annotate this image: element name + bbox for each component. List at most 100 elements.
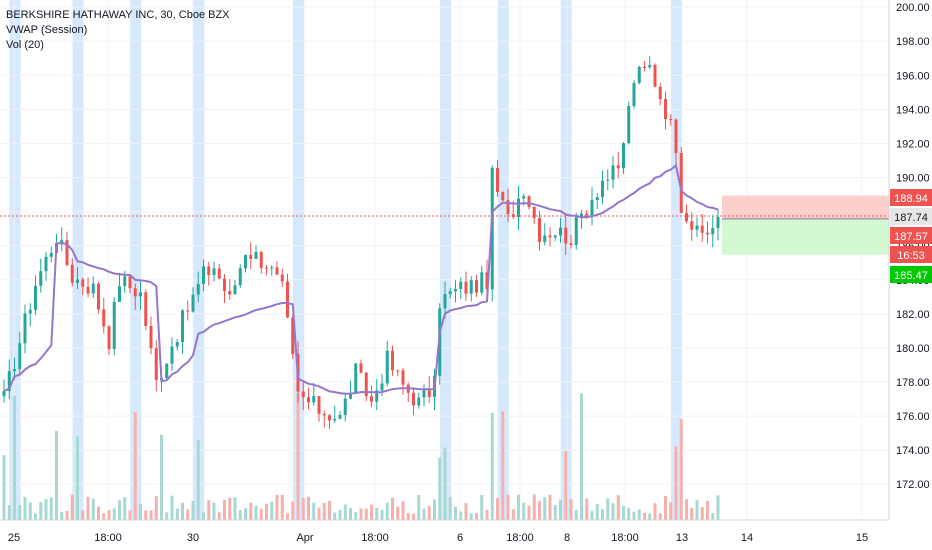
time-tick-label: 6 — [457, 532, 463, 544]
volume-bar — [485, 510, 489, 520]
time-tick-label: 18:00 — [94, 532, 122, 544]
time-tick-label: 14 — [741, 532, 753, 544]
volume-bar — [611, 503, 615, 520]
volume-bar — [296, 393, 300, 520]
volume-bar — [658, 513, 662, 520]
price-tick-label: 200.00 — [896, 2, 930, 14]
price-tick-label: 192.00 — [896, 138, 930, 150]
volume-bar — [417, 494, 421, 520]
volume-bar — [616, 495, 620, 520]
volume-bar — [532, 494, 536, 520]
candle-body — [380, 383, 384, 391]
time-tick-label: Apr — [296, 532, 313, 544]
candle-body — [343, 398, 347, 415]
session-highlight — [130, 0, 142, 520]
price-tick-label: 176.00 — [896, 411, 930, 423]
candle-body — [506, 200, 510, 215]
volume-bar — [679, 418, 683, 520]
volume-bar — [391, 497, 394, 520]
candle-body — [669, 119, 673, 121]
candle-body — [475, 280, 478, 293]
volume-bar — [123, 496, 127, 520]
candle-body — [107, 326, 111, 350]
grid — [0, 0, 889, 520]
candle-body — [711, 227, 715, 235]
session-highlight — [560, 0, 572, 520]
candle-body — [601, 180, 604, 198]
volume-bar — [49, 497, 53, 520]
volume-bar — [91, 498, 95, 520]
volume-bar — [13, 395, 16, 520]
price-tags: 188.94 187.74 187.57 16:53 185.47 — [890, 189, 932, 283]
volume-bar — [427, 506, 431, 520]
volume-bar — [165, 512, 169, 520]
volume-bar — [81, 510, 85, 520]
volume-bar — [280, 494, 284, 520]
time-tick-label: 25 — [8, 532, 20, 544]
volume-bar — [191, 500, 195, 520]
volume-bar — [254, 505, 258, 520]
candle-body — [632, 83, 636, 107]
candle-body — [13, 369, 16, 372]
volume-bar — [716, 495, 720, 520]
candle-body — [700, 225, 704, 233]
volume-bar — [233, 497, 237, 520]
volume-indicator-label[interactable]: Vol (20) — [6, 39, 44, 51]
volume-bar — [464, 503, 468, 520]
volume-bar — [496, 498, 499, 520]
vwap-indicator-label[interactable]: VWAP (Session) — [6, 24, 88, 36]
candle-body — [233, 285, 237, 295]
symbol-title[interactable]: BERKSHIRE HATHAWAY INC, 30, Cboe BZX — [6, 9, 230, 21]
candle-body — [102, 309, 106, 327]
price-tick-label: 178.00 — [896, 377, 930, 389]
volume-bar — [590, 510, 594, 520]
candle-body — [627, 106, 631, 144]
candle-body — [328, 415, 331, 421]
time-tick-label: 18:00 — [361, 532, 389, 544]
volume-bar — [664, 495, 667, 520]
candle-body — [181, 310, 184, 342]
candle-body — [485, 272, 489, 290]
candle-body — [359, 363, 363, 373]
candle-body — [611, 165, 615, 180]
volume-bar — [228, 497, 232, 520]
volume-bar — [595, 503, 599, 520]
candle-body — [317, 396, 321, 414]
volume-bar — [643, 512, 646, 520]
volume-bar — [459, 511, 463, 520]
candle-body — [2, 391, 6, 397]
candle-body — [685, 212, 688, 222]
volume-bar — [149, 510, 153, 520]
volume-bar — [86, 496, 90, 520]
volume-bar — [112, 508, 116, 520]
volume-bar — [175, 508, 179, 520]
volume-bar — [690, 507, 694, 520]
volume-bar — [433, 499, 436, 520]
price-tag-countdown-text: 16:53 — [897, 250, 925, 262]
session-highlight — [193, 0, 205, 520]
candle-body — [144, 292, 148, 326]
volume-bar — [349, 507, 352, 520]
volume-bar — [312, 502, 316, 520]
candle-body — [259, 251, 263, 268]
candle-body — [275, 267, 279, 275]
trade-zone — [0, 195, 889, 255]
volume-bar — [139, 504, 142, 520]
candle-body — [496, 167, 499, 192]
candle-body — [569, 243, 573, 246]
candle-body — [286, 281, 289, 318]
volume-bar — [107, 509, 111, 520]
volume-bar — [34, 513, 37, 520]
candle-body — [464, 281, 468, 294]
volume-bar — [238, 510, 242, 520]
price-tag-target — [890, 189, 932, 206]
price-tag-stop-text: 185.47 — [894, 270, 928, 282]
candle-body — [616, 165, 620, 169]
volume-bar — [653, 503, 657, 520]
candle-body — [532, 206, 536, 218]
volume-bar — [338, 509, 342, 520]
candle-body — [307, 397, 310, 403]
candle-body — [175, 341, 179, 347]
candle-body — [396, 370, 400, 372]
